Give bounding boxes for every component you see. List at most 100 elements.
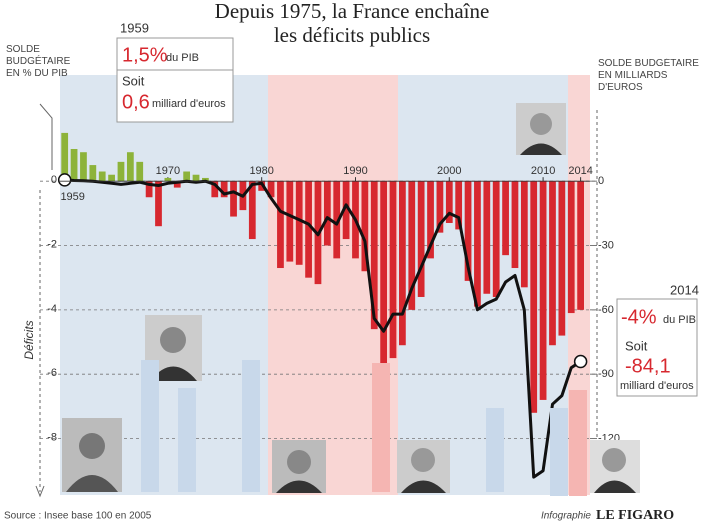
- y-tick-label: -8: [47, 431, 57, 443]
- bar: [61, 132, 69, 182]
- callout-pct: -4%: [621, 306, 657, 328]
- label-bg: [242, 360, 260, 492]
- photo: [590, 440, 640, 493]
- bar: [155, 181, 162, 227]
- bar: [483, 181, 491, 294]
- callout-eur: -84,1: [625, 355, 671, 377]
- callout-box: [616, 298, 698, 397]
- callout-year: 2014: [670, 282, 699, 297]
- bar: [248, 181, 256, 240]
- bar: [126, 152, 134, 182]
- bar: [98, 171, 106, 182]
- bar: [323, 181, 331, 246]
- bar: [173, 181, 181, 188]
- bar: [202, 177, 209, 182]
- bar: [108, 174, 115, 182]
- bar: [277, 181, 284, 269]
- x-tick-label: 1990: [343, 165, 367, 177]
- chart-subtitle: les déficits publics: [274, 23, 430, 47]
- label-bg: [372, 363, 390, 492]
- credit: Infographie: [541, 511, 591, 522]
- x-tick-label: 1980: [249, 165, 273, 177]
- bar: [399, 181, 406, 346]
- bar: [89, 165, 97, 182]
- bar: [464, 181, 472, 281]
- photo: [62, 418, 122, 492]
- callout-soit: Soit: [625, 338, 648, 353]
- callout-eur: 0,6: [122, 91, 150, 113]
- label-bg: [141, 360, 159, 492]
- bar: [408, 181, 416, 310]
- y2-label-box: SOLDE BUDGÉTAIRE EN MILLIARDS D'EUROS: [598, 58, 699, 93]
- bar: [164, 177, 172, 182]
- bar: [117, 161, 125, 182]
- bar: [145, 181, 153, 198]
- bar: [192, 174, 200, 182]
- bar: [427, 181, 434, 259]
- bar: [370, 181, 378, 330]
- callout-unit: du PIB: [663, 314, 696, 326]
- bar: [455, 181, 463, 230]
- bar: [136, 161, 144, 182]
- y2-axis-label: SOLDE BUDGÉTAIRE EN MILLIARDS D'EUROS: [598, 58, 699, 93]
- label-connector: [39, 103, 53, 170]
- label-bg: [569, 390, 587, 496]
- x-tick-label: 1970: [156, 165, 180, 177]
- bar: [80, 152, 87, 182]
- bar: [211, 181, 219, 198]
- bar: [267, 181, 275, 198]
- bar: [183, 171, 191, 182]
- bar: [361, 181, 369, 272]
- side-label: Déficits: [22, 320, 36, 359]
- callout-box: [116, 37, 234, 123]
- source: Source : Insee base 100 en 2005: [4, 511, 152, 522]
- label-bg: [550, 408, 568, 496]
- bar: [342, 181, 350, 240]
- bar: [333, 181, 341, 259]
- bar: [549, 181, 556, 346]
- y-tick-label: -4: [47, 303, 57, 315]
- callout-pct: 1,5%: [122, 44, 168, 66]
- period-bands: [60, 75, 590, 495]
- y2-tick-label: -60: [598, 304, 614, 316]
- end-point: [573, 354, 588, 369]
- chart-title: Depuis 1975, la France enchaîne: [215, 0, 490, 23]
- bar: [474, 181, 481, 307]
- callout-unit: du PIB: [166, 52, 199, 64]
- bar: [417, 181, 425, 297]
- label-bg: [486, 408, 504, 492]
- y-axis-label: SOLDE BUDGÉTAIRE EN % DU PIB: [6, 44, 71, 79]
- photo: [397, 440, 450, 493]
- first-point-label: 1959: [60, 191, 84, 203]
- bar: [305, 181, 312, 278]
- bar: [511, 181, 519, 269]
- x-tick-label: 2014: [568, 165, 592, 177]
- bar: [492, 181, 500, 297]
- callout-unit: milliard d'euros: [620, 380, 694, 392]
- photo: [272, 440, 326, 493]
- y-tick-label: -6: [47, 367, 57, 379]
- callout-unit: milliard d'euros: [152, 98, 226, 110]
- bar: [230, 181, 237, 217]
- axis-arrow: [35, 485, 45, 498]
- bar: [502, 181, 509, 256]
- label-bg: [178, 388, 196, 492]
- bar: [295, 181, 303, 265]
- bar: [380, 181, 388, 388]
- y2-tick-label: 0: [598, 175, 604, 187]
- president-labels: [141, 360, 587, 496]
- x-tick-label: 2010: [531, 165, 555, 177]
- bar: [286, 181, 294, 262]
- line: [64, 178, 582, 479]
- y2-tick-label: -30: [598, 239, 614, 251]
- photo: [516, 103, 566, 155]
- callout-start: 1959 1,5% du PIB Soit 0,6 milliard d'eur…: [116, 20, 234, 123]
- bar: [530, 181, 538, 413]
- x-tick-label: 2000: [437, 165, 461, 177]
- y-label-box: SOLDE BUDGÉTAIRE EN % DU PIB: [6, 44, 71, 79]
- y-tick-label: 0: [51, 174, 57, 186]
- callout-soit: Soit: [122, 73, 145, 88]
- bar: [567, 181, 575, 314]
